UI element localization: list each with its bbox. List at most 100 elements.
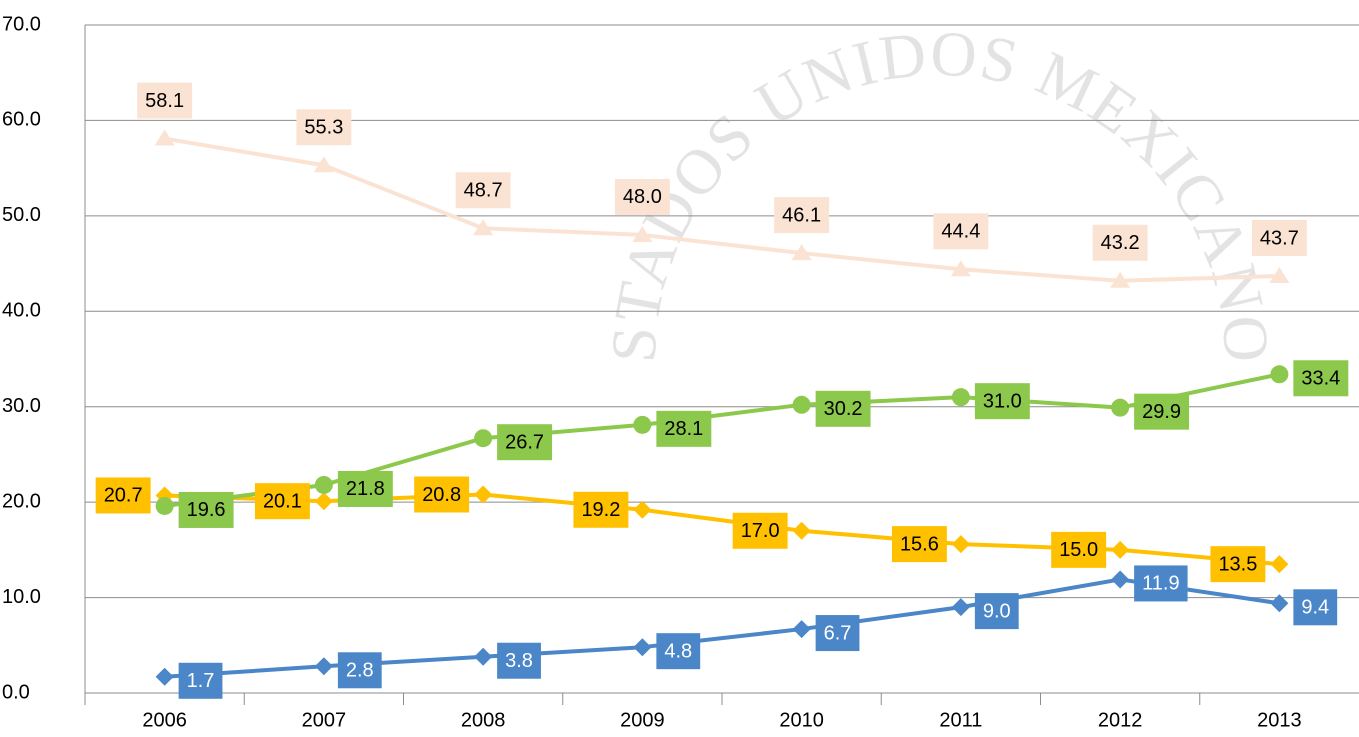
data-label-box: [1134, 393, 1190, 430]
data-label-text: 43.2: [1101, 232, 1140, 254]
data-label: 4.8: [656, 633, 701, 670]
data-label: 55.3: [296, 109, 352, 146]
data-label-box: [178, 662, 223, 699]
x-tick-label: 2009: [620, 709, 665, 731]
point: [1270, 594, 1289, 613]
data-label: 28.1: [656, 410, 712, 447]
data-label-box: [137, 82, 193, 119]
data-label-text: 48.7: [464, 180, 503, 202]
data-label: 11.9: [1134, 565, 1188, 602]
data-label: 6.7: [815, 615, 860, 652]
x-tick-label: 2011: [939, 709, 982, 731]
data-label-box: [337, 652, 382, 689]
point: [314, 492, 333, 511]
x-tick-label: 2012: [1098, 709, 1143, 731]
data-label-text: 21.8: [346, 478, 385, 500]
data-label: 15.0: [1051, 531, 1107, 568]
data-label-box: [974, 383, 1030, 420]
point: [1111, 570, 1130, 589]
data-label-text: 11.9: [1142, 573, 1179, 595]
point: [633, 415, 652, 434]
data-label-text: 28.1: [664, 418, 703, 440]
data-label-box: [573, 491, 629, 528]
point: [791, 244, 812, 261]
data-label: 44.4: [933, 213, 989, 250]
data-label-text: 19.2: [581, 499, 620, 521]
x-tick-label: 2010: [779, 709, 824, 731]
data-label: 15.6: [891, 526, 947, 563]
data-label-box: [614, 178, 670, 215]
data-label-text: 13.5: [1218, 553, 1257, 575]
point: [1270, 555, 1289, 574]
data-label: 17.0: [732, 512, 788, 549]
data-label-box: [95, 477, 151, 514]
data-label-text: 48.0: [623, 186, 662, 208]
data-label-text: 15.0: [1059, 539, 1098, 561]
point: [632, 225, 653, 242]
data-label-box: [254, 483, 310, 520]
data-label-text: 6.7: [824, 622, 852, 644]
y-tick-label: 20.0: [2, 490, 41, 512]
data-label-box: [974, 593, 1019, 630]
point: [474, 647, 493, 666]
data-label-text: 15.6: [900, 533, 939, 555]
data-label-box: [337, 470, 393, 507]
data-label: 21.8: [337, 470, 393, 507]
data-label-text: 43.7: [1260, 227, 1299, 249]
point: [1111, 540, 1130, 559]
y-tick-label: 0.0: [2, 681, 30, 703]
data-label-box: [656, 410, 712, 447]
data-label: 3.8: [497, 642, 541, 679]
point: [792, 620, 811, 639]
data-label: 2.8: [337, 652, 382, 689]
y-tick-label: 70.0: [2, 13, 41, 35]
data-label: 26.7: [497, 424, 553, 461]
x-tick-label: 2013: [1257, 709, 1302, 731]
point: [155, 496, 174, 515]
y-tick-label: 50.0: [2, 204, 41, 226]
y-tick-label: 30.0: [2, 395, 41, 417]
x-tick-label: 2007: [302, 709, 347, 731]
data-label-box: [296, 109, 352, 146]
point: [951, 388, 970, 407]
point: [633, 500, 652, 519]
data-label: 31.0: [974, 383, 1030, 420]
x-tick-label: 2008: [461, 709, 506, 731]
point: [1111, 398, 1130, 417]
point: [792, 521, 811, 540]
data-label: 29.9: [1134, 393, 1190, 430]
point: [474, 485, 493, 504]
data-label: 20.8: [414, 476, 470, 513]
series-line: [164, 492, 1280, 567]
data-label-box: [414, 476, 470, 513]
data-label-box: [656, 633, 701, 670]
data-label-box: [1051, 531, 1107, 568]
data-label-text: 33.4: [1301, 368, 1340, 390]
data-label-box: [815, 390, 871, 427]
point: [474, 429, 493, 448]
point: [313, 156, 334, 173]
data-label-box: [497, 642, 541, 679]
point: [1269, 266, 1290, 283]
point: [154, 129, 175, 146]
data-label-box: [1251, 219, 1307, 256]
data-label-text: 26.7: [505, 431, 544, 453]
data-label-box: [497, 424, 553, 461]
data-label-box: [1092, 224, 1148, 261]
y-tick-label: 60.0: [2, 109, 41, 131]
series-line: [164, 136, 1280, 283]
data-label-box: [933, 213, 989, 250]
data-label-box: [178, 491, 234, 528]
data-label-box: [815, 615, 860, 652]
data-label-text: 17.0: [741, 520, 780, 542]
data-label-text: 29.9: [1142, 401, 1181, 423]
data-label-box: [891, 526, 947, 563]
data-label-text: 9.4: [1301, 597, 1329, 619]
data-label: 19.6: [178, 491, 234, 528]
data-label-text: 20.1: [263, 490, 302, 512]
data-label-text: 55.3: [304, 117, 343, 139]
data-label-text: 19.6: [187, 499, 226, 521]
point: [473, 219, 494, 236]
data-label-text: 44.4: [941, 221, 980, 243]
data-label-box: [1134, 565, 1188, 602]
